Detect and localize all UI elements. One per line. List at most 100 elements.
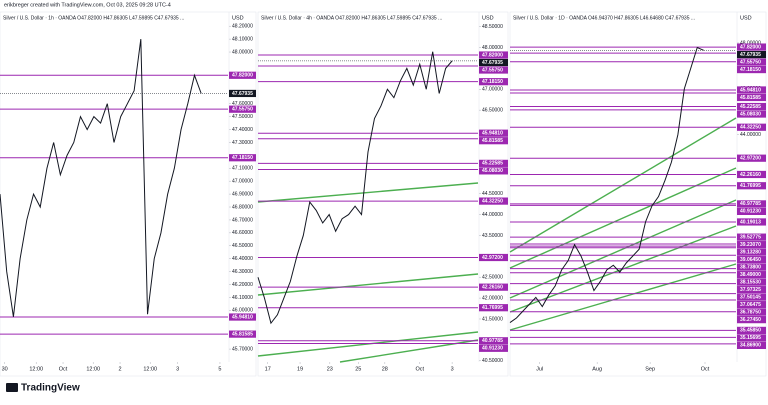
- price-label-box: [479, 159, 508, 167]
- price-label-box: [737, 200, 766, 208]
- price-label-box: [229, 313, 256, 321]
- price-label: 41.76995: [482, 305, 503, 311]
- price-label: 37.06475: [740, 302, 761, 308]
- y-tick-label: 40.50000: [482, 358, 503, 364]
- x-tick-label: 3: [176, 366, 179, 372]
- y-tick-label: 47.50000: [232, 114, 253, 120]
- y-tick-label: 46.90000: [232, 191, 253, 197]
- trend-line: [509, 263, 737, 331]
- price-label-box: [737, 233, 766, 241]
- price-label-box: [737, 102, 766, 111]
- price-label: 38.73800: [740, 264, 761, 270]
- price-label: 40.97785: [740, 201, 761, 207]
- x-tick-label: 17: [265, 366, 271, 372]
- price-label-box: [479, 78, 508, 86]
- price-label: 47.55750: [232, 107, 253, 113]
- x-tick-label: 23: [327, 366, 333, 372]
- price-label: 39.13280: [740, 249, 761, 255]
- price-label-box: [737, 278, 766, 286]
- price-label: 47.82000: [740, 44, 761, 50]
- y-tick-label: 47.00000: [232, 179, 253, 185]
- y-tick-label: 46.50000: [232, 243, 253, 249]
- panel-border: [509, 11, 767, 377]
- x-tick-label: Oct: [415, 366, 424, 372]
- price-label-box: [479, 283, 508, 291]
- price-label: 45.94810: [232, 314, 253, 320]
- price-label-box: [737, 263, 766, 271]
- price-label: 35.15695: [740, 335, 761, 341]
- price-label-box: [737, 308, 766, 316]
- chart-panel: Silver / U.S. Dollar · 4h · OANDA O47.82…: [257, 11, 509, 377]
- price-label-box: [479, 137, 508, 145]
- x-tick-label: 12:00: [29, 366, 43, 372]
- price-label-box: [737, 154, 766, 162]
- price-label-box: [479, 337, 508, 345]
- price-label: 41.76995: [740, 183, 761, 189]
- price-label: 47.67935: [740, 52, 761, 58]
- y-tick-label: 46.40000: [232, 256, 253, 262]
- price-label-box: [737, 123, 766, 131]
- price-label: 47.67935: [482, 60, 503, 66]
- x-tick-label: 5: [218, 366, 221, 372]
- price-label-box: [479, 58, 508, 67]
- price-label: 47.18150: [740, 67, 761, 73]
- price-label: 40.19013: [740, 219, 761, 225]
- trend-line: [509, 117, 737, 253]
- y-tick-label: 41.50000: [482, 316, 503, 322]
- price-label-box: [479, 344, 508, 352]
- price-label: 36.27450: [740, 317, 761, 323]
- price-label-box: [737, 93, 766, 102]
- price-line: [509, 46, 704, 323]
- currency-label: USD: [740, 15, 752, 21]
- price-label-box: [737, 65, 766, 74]
- x-tick-label: 12:00: [86, 366, 100, 372]
- y-tick-label: 44.00000: [482, 212, 503, 218]
- y-tick-label: 44.00000: [740, 132, 761, 138]
- price-label-box: [737, 43, 766, 51]
- price-label: 45.08030: [482, 168, 503, 174]
- logo-icon: [6, 383, 18, 392]
- currency-label: USD: [482, 15, 494, 21]
- price-label-box: [229, 330, 256, 338]
- price-label-box: [737, 341, 766, 350]
- price-label-box: [229, 89, 256, 98]
- price-label: 37.97325: [740, 287, 761, 293]
- panel-border: [0, 11, 257, 377]
- price-label-box: [229, 71, 256, 79]
- chart-panel: Silver / U.S. Dollar · 1h · OANDA O47.82…: [0, 11, 257, 377]
- price-label: 45.94810: [482, 131, 503, 137]
- price-label: 47.55750: [740, 59, 761, 65]
- price-label-box: [737, 182, 766, 190]
- price-label: 45.94810: [740, 87, 761, 93]
- price-label: 47.55750: [482, 67, 503, 73]
- price-label: 42.26160: [740, 172, 761, 178]
- x-tick-label: Oct: [701, 366, 710, 372]
- price-label-box: [737, 207, 766, 215]
- y-tick-label: 48.50000: [482, 24, 503, 30]
- price-label: 47.82000: [232, 73, 253, 79]
- price-label-box: [737, 248, 766, 256]
- price-label-box: [479, 167, 508, 175]
- price-label-box: [737, 58, 766, 66]
- x-tick-label: 3: [451, 366, 454, 372]
- price-label-box: [737, 241, 766, 249]
- price-label: 47.18150: [232, 155, 253, 161]
- price-label: 38.15530: [740, 279, 761, 285]
- y-tick-label: 46.50000: [482, 107, 503, 113]
- y-tick-label: 48.00000: [482, 45, 503, 51]
- price-label: 45.08030: [740, 111, 761, 117]
- price-label: 38.49000: [740, 272, 761, 278]
- price-label-box: [479, 51, 508, 59]
- price-label: 42.26160: [482, 284, 503, 290]
- price-label-box: [737, 271, 766, 279]
- price-label: 35.45850: [740, 328, 761, 334]
- price-label-box: [737, 218, 766, 226]
- price-label: 36.78750: [740, 309, 761, 315]
- trend-line: [257, 273, 479, 296]
- price-label-box: [479, 66, 508, 74]
- y-tick-label: 47.60000: [232, 101, 253, 107]
- price-label-box: [479, 253, 508, 262]
- y-tick-label: 42.50000: [482, 275, 503, 281]
- price-label: 47.82000: [482, 52, 503, 58]
